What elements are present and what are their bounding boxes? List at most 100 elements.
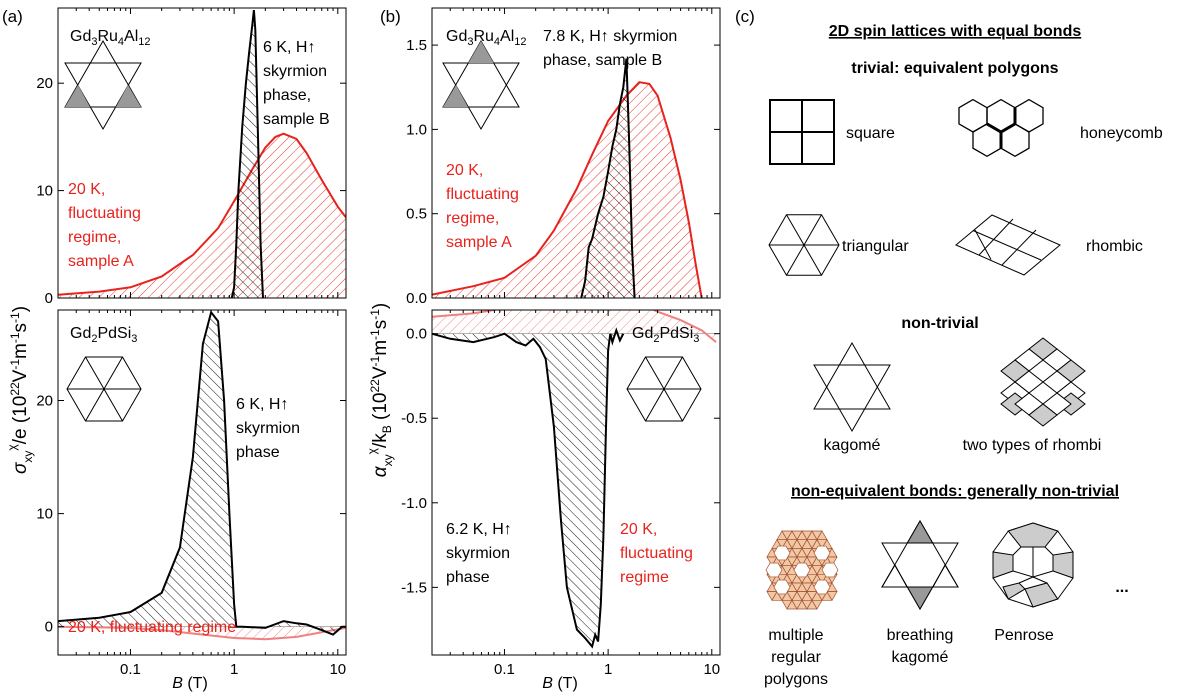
y-tick-label: 1.5: [406, 37, 427, 54]
multiple-label-line: polygons: [764, 671, 828, 688]
plot-a-top: 0 10 20: [36, 7, 347, 307]
a-top-red-line: regime,: [68, 229, 121, 246]
b-xlabel: B (T): [542, 675, 578, 692]
a-bottom-black-line: phase: [236, 444, 280, 461]
a-bottom-black-line: 6 K, H↑: [236, 396, 288, 413]
plot-frame: [57, 309, 347, 656]
y-tick-label: -1.5: [401, 579, 427, 596]
y-tick-label: 20: [36, 75, 53, 92]
series-line: [58, 310, 346, 636]
series-area: [432, 330, 624, 647]
multi-triangle: [826, 591, 838, 602]
square-lattice-icon: [769, 99, 835, 165]
b-top-red-line: 20 K,: [446, 162, 483, 179]
plot-frame: [431, 309, 721, 656]
b-top-black-annotation: 7.8 K, H↑ skyrmion phase, sample B: [543, 28, 677, 69]
series-area: [231, 10, 263, 298]
x-tick-label: 0.1: [120, 661, 141, 678]
penrose-label: Penrose: [994, 627, 1054, 644]
multiple-polygons-lattice-icon: [765, 530, 839, 610]
series-area: [58, 312, 346, 635]
multi-hexagon: [773, 579, 791, 595]
series-area: [432, 82, 702, 298]
square-label: square: [846, 125, 895, 142]
b-bottom-black-annotation: 6.2 K, H↑ skyrmion phase: [446, 521, 512, 586]
b-top-black-line: 7.8 K, H↑ skyrmion: [543, 28, 677, 45]
x-tick-label: 10: [703, 661, 720, 678]
b-bottom-red-line: fluctuating: [620, 545, 693, 562]
triangular-label: triangular: [842, 238, 909, 255]
penrose-lattice-icon: [992, 522, 1074, 608]
trivial-header: trivial: equivalent polygons: [851, 60, 1058, 77]
breathing-label: breathing kagomé: [887, 627, 954, 666]
b-top-red-annotation: 20 K, fluctuating regime, sample A: [446, 162, 519, 251]
rhombic-label: rhombic: [1086, 238, 1143, 255]
multi-hexagon: [765, 562, 783, 578]
x-tick-label: 0.1: [494, 661, 515, 678]
a-top-red-line: sample A: [68, 253, 134, 270]
y-tick-label: 10: [36, 506, 53, 523]
y-tick-label: 1.0: [406, 121, 427, 138]
y-tick-label: 0.0: [406, 326, 427, 343]
a-top-red-line: fluctuating: [68, 205, 141, 222]
triangular-inset-b-bottom: [626, 356, 702, 422]
x-tick-label: 10: [329, 661, 346, 678]
a-top-black-line: 6 K, H↑: [263, 39, 315, 56]
series-line: [432, 327, 625, 649]
y-tick-label: -1.0: [401, 495, 427, 512]
triangular-lattice-icon: [768, 214, 840, 276]
plot-frame: [431, 7, 721, 299]
series-area: [58, 133, 346, 298]
b-bottom-black-line: 6.2 K, H↑: [446, 521, 512, 538]
b-ylabel-symbol: α: [370, 465, 391, 477]
a-ylabel: σxyχ/e (1022V-1m-1s-1): [5, 306, 35, 474]
multi-hexagon: [813, 579, 831, 595]
b-bottom-black-line: phase: [446, 569, 490, 586]
multiple-label-line: multiple: [768, 627, 823, 644]
a-top-black-line: skyrmion: [263, 63, 327, 80]
multi-triangle: [826, 556, 838, 567]
panel-label-a: (a): [2, 7, 23, 26]
b-bottom-red-line: regime: [620, 569, 669, 586]
b-ylabel: αxyχ/kB (1022V-1m-1s-1): [365, 303, 395, 477]
y-tick-label: 20: [36, 392, 53, 409]
multiple-label: multiple regular polygons: [764, 627, 828, 688]
honeycomb-lattice-icon: [958, 98, 1044, 158]
kagome-label: kagomé: [824, 437, 881, 454]
two-rhombi-label: two types of rhombi: [963, 437, 1102, 454]
ellipsis: ...: [1115, 579, 1128, 596]
series-line: [58, 625, 346, 641]
a-bottom-black-line: skyrmion: [236, 420, 300, 437]
y-tick-label: 0.0: [406, 290, 427, 307]
x-tick-label: 1: [604, 661, 612, 678]
y-tick-label: 0.5: [406, 206, 427, 223]
multi-hexagon: [821, 562, 839, 578]
honeycomb-label: honeycomb: [1080, 125, 1163, 142]
multiple-label-line: regular: [771, 649, 821, 666]
y-tick-label: 0: [45, 619, 53, 636]
a-bottom-black-annotation: 6 K, H↑ skyrmion phase: [236, 396, 300, 461]
y-tick-label: 0: [45, 290, 53, 307]
b-top-red-line: regime,: [446, 210, 499, 227]
y-tick-label: -0.5: [401, 410, 427, 427]
b-bottom-black-line: skyrmion: [446, 545, 510, 562]
multi-hexagon: [793, 562, 811, 578]
a-top-red-annotation: 20 K, fluctuating regime, sample A: [68, 181, 141, 270]
b-bottom-red-line: 20 K,: [620, 521, 657, 538]
breathing-label-line: breathing: [887, 627, 954, 644]
plot-area: [432, 310, 720, 649]
kagome-inset-a-top: [64, 39, 142, 131]
b-bottom-red-annotation: 20 K, fluctuating regime: [620, 521, 693, 586]
plot-area: [432, 58, 720, 298]
plot-area: [58, 9, 346, 298]
rhombic-lattice-icon: [955, 214, 1061, 276]
a-top-black-line: phase,: [263, 87, 311, 104]
multi-hexagon: [813, 545, 831, 561]
y-tick-label: 10: [36, 183, 53, 200]
a-bottom-compound: Gd2PdSi3: [70, 325, 137, 345]
a-bottom-red-annotation: 20 K, fluctuating regime: [68, 619, 236, 636]
plot-a-bottom: 0 10 20 0.1 1 10: [36, 309, 347, 678]
kagome-lattice-icon: [813, 341, 891, 433]
plot-b-bottom: 0.0 -0.5 -1.0 -1.5 0.1 1 10: [401, 309, 721, 678]
